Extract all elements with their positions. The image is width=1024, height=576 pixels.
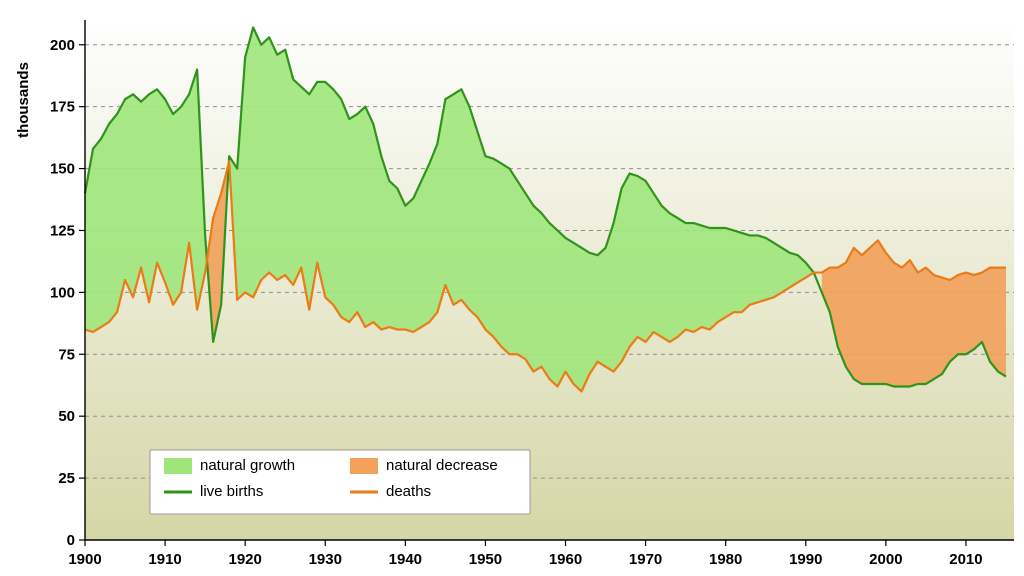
- x-tick-label: 1950: [469, 551, 502, 568]
- y-tick-label: 100: [50, 284, 75, 301]
- chart-svg: 0 25 50 75 100 125 150 175 200 1900 1910 1920 1930 19…: [0, 0, 1024, 576]
- legend-swatch: [164, 458, 192, 474]
- legend-item-label: live births: [200, 483, 263, 500]
- y-tick-label: 200: [50, 37, 75, 54]
- x-tick-label: 1990: [789, 551, 822, 568]
- y-tick-label: 25: [58, 470, 75, 487]
- y-axis-label: thousands: [15, 62, 32, 138]
- legend-item-label: natural decrease: [386, 457, 498, 474]
- x-tick-label: 2010: [949, 551, 982, 568]
- legend-swatch: [350, 458, 378, 474]
- x-tick-label: 1930: [309, 551, 342, 568]
- y-tick-label: 0: [67, 532, 75, 549]
- x-tick-label: 1960: [549, 551, 582, 568]
- y-tick-label: 50: [58, 408, 75, 425]
- y-tick-label: 175: [50, 99, 75, 116]
- x-tick-label: 1980: [709, 551, 742, 568]
- y-tick-label: 150: [50, 161, 75, 178]
- x-tick-label: 2000: [869, 551, 902, 568]
- x-tick-label: 1970: [629, 551, 662, 568]
- population-chart: 0 25 50 75 100 125 150 175 200 1900 1910 1920 1930 19…: [0, 0, 1024, 576]
- x-tick-label: 1910: [148, 551, 181, 568]
- y-tick-label: 75: [58, 346, 75, 363]
- y-tick-label: 125: [50, 222, 75, 239]
- legend-item-label: deaths: [386, 483, 431, 500]
- legend-item-label: natural growth: [200, 457, 295, 474]
- x-tick-label: 1940: [389, 551, 422, 568]
- x-tick-label: 1900: [68, 551, 101, 568]
- x-tick-label: 1920: [228, 551, 261, 568]
